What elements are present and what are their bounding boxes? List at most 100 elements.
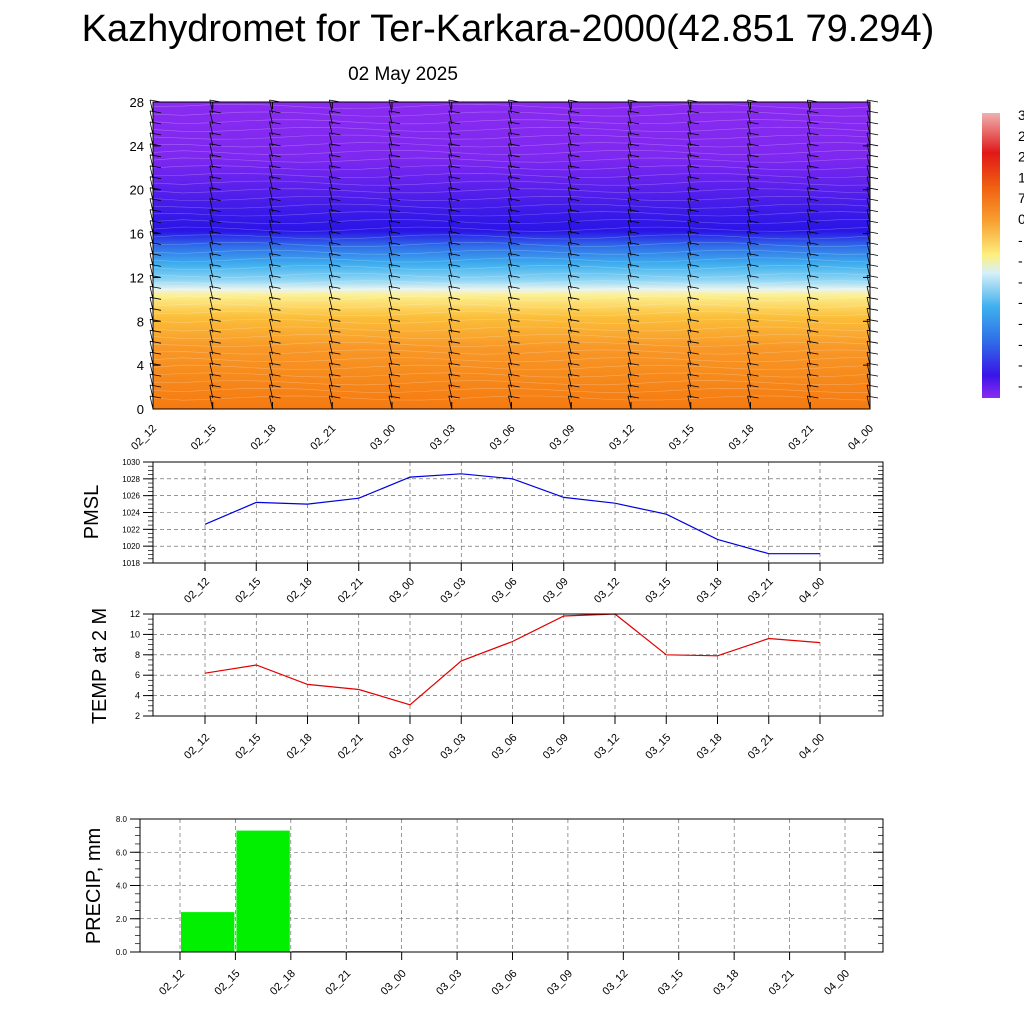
wind-barb bbox=[627, 373, 640, 388]
wind-barb bbox=[209, 187, 221, 201]
wind-barb bbox=[508, 384, 520, 399]
wind-barb bbox=[209, 154, 221, 168]
wind-barb bbox=[209, 132, 221, 146]
wind-barb bbox=[567, 132, 580, 146]
wind-barb bbox=[448, 220, 460, 234]
temperature-panel: 2 4 6 8 10 12 02_12 02_15 02_18 02_21 03_00 03_03 03… bbox=[89, 608, 884, 762]
x-tick-label: 03_21 bbox=[746, 576, 776, 606]
wind-barb bbox=[269, 373, 281, 388]
wind-barb bbox=[627, 242, 640, 256]
wind-barb bbox=[747, 329, 759, 344]
wind-barb bbox=[328, 340, 341, 355]
x-tick-label: 02_15 bbox=[189, 423, 219, 453]
wind-barb bbox=[328, 231, 341, 245]
wind-barb bbox=[687, 187, 699, 201]
wind-barb bbox=[328, 110, 341, 124]
x-tick-label: 04_00 bbox=[797, 732, 827, 762]
wind-barb bbox=[328, 198, 341, 212]
colorbar-scale bbox=[982, 113, 1000, 398]
colorbar-label: - bbox=[1018, 232, 1023, 248]
wind-barb bbox=[627, 296, 640, 311]
contour-line bbox=[152, 134, 871, 140]
wind-barb bbox=[448, 264, 460, 278]
wind-barb bbox=[448, 296, 460, 311]
y-tick-label: 6 bbox=[135, 670, 140, 680]
x-tick-label: 03_09 bbox=[541, 732, 571, 762]
wind-barb bbox=[806, 110, 819, 124]
pmsl-grid bbox=[153, 462, 883, 563]
wind-barb bbox=[687, 351, 699, 366]
wind-barb bbox=[508, 209, 520, 223]
wind-barb bbox=[508, 165, 520, 179]
y-tick-label: 12 bbox=[130, 270, 144, 285]
wind-barb bbox=[269, 165, 281, 179]
cross-section-y-axis: 0 4 8 12 16 20 24 28 bbox=[130, 95, 870, 417]
wind-barb bbox=[209, 329, 221, 344]
contour-line bbox=[152, 295, 871, 301]
wind-barb bbox=[687, 286, 699, 300]
wind-barb bbox=[269, 253, 281, 267]
wind-barb bbox=[388, 340, 401, 355]
x-tick-label: 03_18 bbox=[695, 576, 725, 606]
x-tick-label: 02_18 bbox=[268, 968, 298, 998]
wind-barb bbox=[747, 384, 759, 399]
wind-barb bbox=[328, 362, 341, 377]
wind-barb bbox=[388, 220, 401, 234]
wind-barb bbox=[328, 132, 341, 146]
wind-barb bbox=[747, 176, 759, 190]
wind-barb bbox=[209, 373, 221, 388]
wind-barb bbox=[448, 187, 460, 201]
wind-barb bbox=[508, 340, 520, 355]
wind-barb bbox=[209, 231, 221, 245]
wind-barb bbox=[448, 121, 460, 135]
wind-barb bbox=[627, 110, 640, 124]
wind-barb bbox=[508, 132, 520, 146]
wind-barb bbox=[448, 351, 460, 366]
x-tick-label: 03_06 bbox=[488, 423, 518, 453]
wind-barb bbox=[209, 198, 221, 212]
contour-line bbox=[152, 249, 871, 255]
x-tick-label: 03_06 bbox=[490, 968, 520, 998]
wind-barb bbox=[448, 318, 460, 333]
wind-barb bbox=[627, 209, 640, 223]
temperature-frame bbox=[152, 613, 884, 717]
wind-barb bbox=[687, 253, 699, 267]
colorbar-labels: 3 2 2 1 7 0 - - - - - - - - bbox=[1018, 107, 1024, 393]
pmsl-axis-label: PMSL bbox=[81, 485, 103, 539]
wind-barb bbox=[747, 318, 759, 333]
wind-barb bbox=[806, 384, 819, 399]
wind-barb bbox=[209, 362, 221, 377]
temperature-axis-label: TEMP at 2 M bbox=[89, 608, 111, 724]
y-tick-label: 2 bbox=[135, 711, 140, 721]
colorbar-label: 0 bbox=[1018, 211, 1024, 227]
wind-barb bbox=[567, 198, 580, 212]
wind-barb bbox=[627, 154, 640, 168]
wind-barb bbox=[747, 253, 759, 267]
wind-barb bbox=[328, 264, 341, 278]
wind-barb bbox=[627, 231, 640, 245]
cross-section-panel: 0 4 8 12 16 20 24 28 02_12 02_15 02_18 02_21 03_00 0… bbox=[129, 95, 879, 453]
y-tick-label: 1028 bbox=[122, 475, 140, 484]
x-tick-label: 03_09 bbox=[545, 968, 575, 998]
wind-barb bbox=[747, 362, 759, 377]
wind-barb bbox=[627, 351, 640, 366]
y-tick-label: 1018 bbox=[122, 559, 140, 568]
wind-barb bbox=[388, 143, 401, 157]
wind-barb bbox=[328, 176, 341, 190]
y-tick-label: 8 bbox=[137, 314, 144, 329]
wind-barb bbox=[328, 187, 341, 201]
wind-barb bbox=[567, 275, 580, 289]
wind-barb bbox=[448, 307, 460, 322]
wind-barb bbox=[687, 143, 699, 157]
wind-barb bbox=[269, 143, 281, 157]
wind-barb bbox=[567, 329, 580, 344]
wind-barb bbox=[328, 384, 341, 399]
wind-barb bbox=[747, 143, 759, 157]
x-tick-label: 03_21 bbox=[746, 732, 776, 762]
x-tick-label: 04_00 bbox=[797, 576, 827, 606]
contour-line bbox=[152, 119, 871, 125]
wind-barb bbox=[328, 307, 341, 322]
x-tick-label: 03_06 bbox=[490, 732, 520, 762]
wind-barb bbox=[328, 296, 341, 311]
x-tick-label: 02_21 bbox=[336, 576, 366, 606]
